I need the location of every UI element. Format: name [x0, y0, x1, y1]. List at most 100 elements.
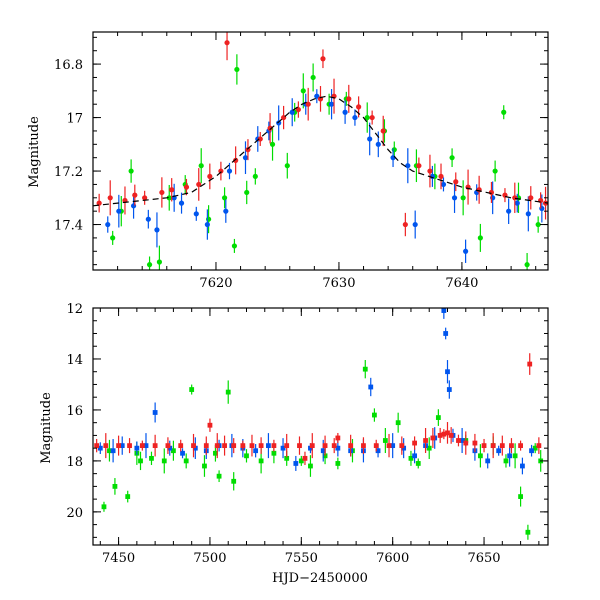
bottom-series-2-point [446, 387, 452, 392]
bottom-series-3-point [399, 443, 405, 449]
bottom-series-3-point [203, 443, 209, 449]
bottom-series-3-point [386, 443, 392, 449]
bottom-series-1-point [525, 529, 531, 535]
bottom-series-1-point [372, 412, 377, 418]
top-series-3-point [369, 114, 375, 121]
bottom-series-2-point [97, 445, 103, 451]
bottom-series-layer [94, 308, 544, 540]
bottom-series-3-point [127, 443, 132, 449]
top-series-1-point [449, 155, 455, 161]
bottom-series-3-point [240, 443, 246, 449]
top-series-2-point [105, 221, 111, 228]
bottom-x-axis-label: HJD−2450000 [272, 571, 368, 586]
bottom-series-1-point [149, 455, 154, 461]
top-series-2-point [193, 211, 199, 217]
bottom-series-1-point [284, 455, 290, 461]
bottom-series-3-point [139, 443, 145, 449]
bottom-series-3-point [302, 455, 308, 461]
top-x-tick-label: 7630 [322, 276, 355, 291]
bottom-y-tick-label: 14 [66, 353, 83, 368]
top-series-3-point [305, 101, 311, 107]
bottom-series-3-point [430, 435, 436, 441]
top-model-curve [92, 95, 549, 207]
bottom-series-2-point [496, 448, 502, 454]
top-series-2-point [178, 200, 185, 206]
top-y-axis-label: Magnitude [27, 116, 42, 188]
bottom-panel: 7450 7500 7550 7600 7650 12 14 16 18 20 Magnitude… [39, 302, 549, 586]
bottom-series-2-point [485, 458, 491, 464]
bottom-series-1-point [101, 504, 107, 510]
top-x-tick-label: 7640 [445, 276, 478, 291]
bottom-series-3-point [441, 431, 447, 437]
top-series-1-point [146, 262, 153, 268]
bottom-series-1-point [183, 458, 189, 464]
top-series-2-point [525, 211, 531, 217]
top-series-1-point [234, 66, 240, 73]
top-x-tick-label: 7620 [199, 276, 232, 291]
bottom-y-tick-label: 18 [66, 455, 83, 470]
top-series-3-point [402, 221, 408, 228]
bottom-series-2-point [401, 445, 407, 451]
top-series-3-point [295, 106, 301, 113]
top-series-3-point [528, 195, 534, 201]
bottom-series-3-point [249, 443, 255, 449]
bottom-series-2-point [308, 445, 313, 451]
top-series-2-point [352, 114, 358, 121]
bottom-y-tick-label: 16 [66, 404, 83, 419]
bottom-y-tick-label: 20 [66, 506, 83, 521]
top-ticks: 7620 7630 7640 16.8 17 17.2 17.4 [54, 32, 548, 291]
top-series-1-point [364, 114, 370, 121]
bottom-series-1-point [308, 463, 313, 469]
top-series-3-point [346, 96, 352, 102]
bottom-series-2-point [507, 453, 513, 459]
bottom-series-2-point [293, 461, 299, 466]
top-series-1-point [244, 189, 250, 196]
top-series-1-point [231, 243, 238, 249]
top-series-1-point [128, 168, 134, 174]
bottom-series-2-point [110, 448, 116, 454]
bottom-series-3-point [284, 443, 290, 449]
bottom-series-1-point [258, 458, 264, 464]
bottom-x-tick-label: 7600 [376, 551, 409, 566]
top-series-3-point [96, 200, 102, 206]
bottom-series-2-point [375, 448, 381, 454]
top-series-1-point [492, 168, 498, 174]
top-series-2-point [314, 93, 320, 99]
top-series-3-point [224, 40, 230, 46]
bottom-series-2-point [134, 445, 140, 451]
top-series-3-point [453, 179, 459, 185]
top-series-2-point [405, 163, 411, 169]
bottom-series-1-point [435, 415, 441, 420]
top-series-1-point [460, 195, 466, 201]
top-series-2-point [204, 221, 210, 228]
top-series-3-point [169, 187, 175, 193]
bottom-series-3-point [214, 443, 220, 449]
top-series-1-point [300, 88, 306, 94]
top-series-3-point [142, 195, 148, 201]
top-series-2-point [514, 200, 520, 206]
bottom-series-2-point [335, 445, 341, 451]
bottom-series-1-point [503, 458, 509, 464]
top-series-3-point [512, 195, 518, 201]
top-series-2-point [289, 109, 295, 115]
bottom-series-3-point [271, 443, 277, 449]
bottom-series-3-point [152, 443, 158, 449]
bottom-series-3-point [445, 430, 450, 436]
bottom-series-3-point [536, 443, 542, 449]
bottom-series-2-point [180, 450, 185, 456]
bottom-ticks: 7450 7500 7550 7600 7650 12 14 16 18 20 [66, 302, 548, 566]
bottom-series-1-point [138, 458, 143, 464]
top-series-3-point [416, 163, 422, 169]
bottom-x-tick-label: 7550 [285, 551, 318, 566]
bottom-series-2-point [368, 384, 374, 390]
bottom-series-2-point [152, 410, 158, 415]
bottom-series-1-point [107, 448, 112, 454]
bottom-series-3-point [94, 443, 100, 449]
top-series-3-point [257, 136, 263, 142]
bottom-series-3-point [373, 443, 379, 449]
bottom-series-1-point [161, 458, 167, 464]
top-series-3-point [320, 56, 326, 62]
bottom-series-3-point [116, 443, 121, 449]
bottom-y-axis-label: Magnitude [39, 392, 54, 464]
